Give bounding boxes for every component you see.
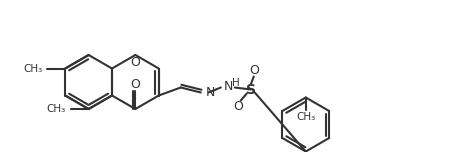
Text: O: O [233, 100, 243, 113]
Text: O: O [131, 55, 140, 69]
Text: H: H [232, 78, 239, 88]
Text: S: S [246, 83, 256, 97]
Text: CH₃: CH₃ [23, 64, 42, 74]
Text: O: O [131, 78, 140, 90]
Text: CH₃: CH₃ [46, 104, 66, 114]
Text: N: N [206, 86, 215, 99]
Text: N: N [224, 80, 233, 93]
Text: O: O [249, 64, 259, 77]
Text: CH₃: CH₃ [296, 112, 315, 121]
